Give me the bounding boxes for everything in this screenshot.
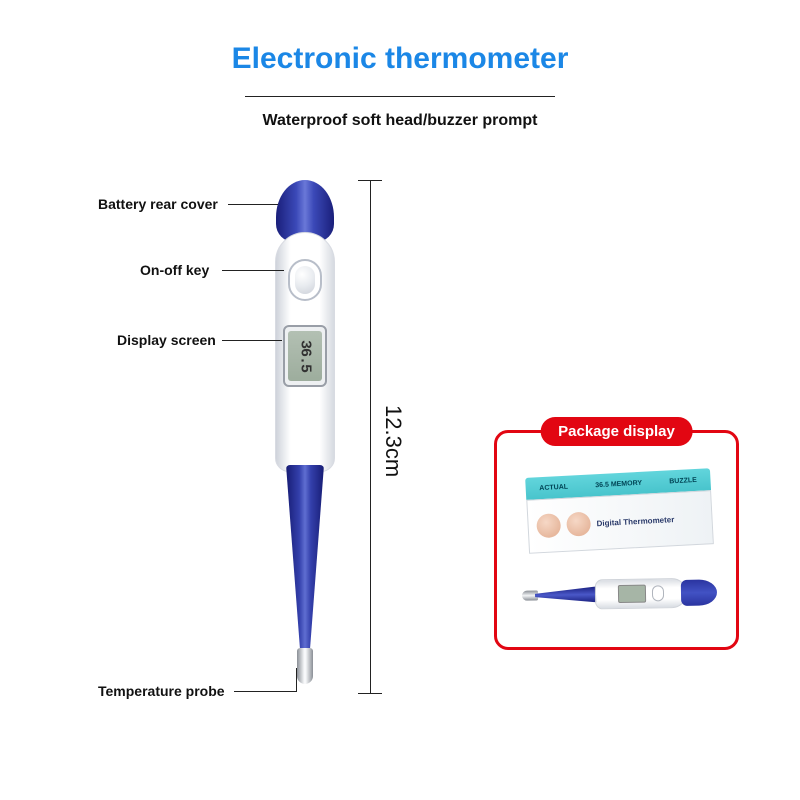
box-tag-2: BUZZLE [669,476,697,484]
title-underline [245,96,555,97]
box-photo-face-2 [566,512,591,537]
package-box-front: Digital Thermometer [526,490,714,554]
lcd-reading: 36.5 [297,340,314,372]
thermometer-diagram: 36.5 [265,180,345,700]
lcd-screen: 36.5 [288,331,322,381]
dimension-tick-bottom [358,693,382,694]
leader-battery [228,204,278,205]
power-button-ring [288,259,322,301]
temperature-probe-tip [297,648,313,684]
leader-display [222,340,282,341]
label-on-off: On-off key [140,262,209,278]
package-header: Package display [540,417,693,446]
subtitle: Waterproof soft head/buzzer prompt [0,112,800,130]
dimension-line [370,180,371,693]
box-label: Digital Thermometer [596,515,674,528]
package-box: ACTUAL 36.5 MEMORY BUZZLE Digital Thermo… [525,468,714,554]
mini-thermometer [522,571,718,616]
mini-body [595,578,688,610]
package-header-text: Package display [558,423,675,440]
label-display: Display screen [117,332,216,348]
box-photo-face-1 [536,513,561,538]
label-probe: Temperature probe [98,683,225,699]
title-text: Electronic thermometer [232,42,569,75]
thermometer-body: 36.5 [275,232,335,472]
mini-stem [535,586,597,603]
leader-probe-h [234,691,296,692]
label-battery-cover: Battery rear cover [98,196,218,212]
mini-cap [681,579,717,606]
package-display-panel: Package display ACTUAL 36.5 MEMORY BUZZL… [494,430,739,650]
box-tag-0: ACTUAL [539,483,568,491]
page-title: Electronic thermometer [0,42,800,76]
power-button [295,266,315,294]
subtitle-text: Waterproof soft head/buzzer prompt [263,112,538,129]
box-tag-1: 36.5 MEMORY [595,479,642,488]
lcd-frame: 36.5 [283,325,327,387]
leader-probe-v [296,668,297,692]
mini-screen [618,585,646,603]
leader-on-off [222,270,284,271]
mini-button [652,585,664,601]
thermometer-stem [286,465,324,655]
dimension-label: 12.3cm [380,405,406,477]
